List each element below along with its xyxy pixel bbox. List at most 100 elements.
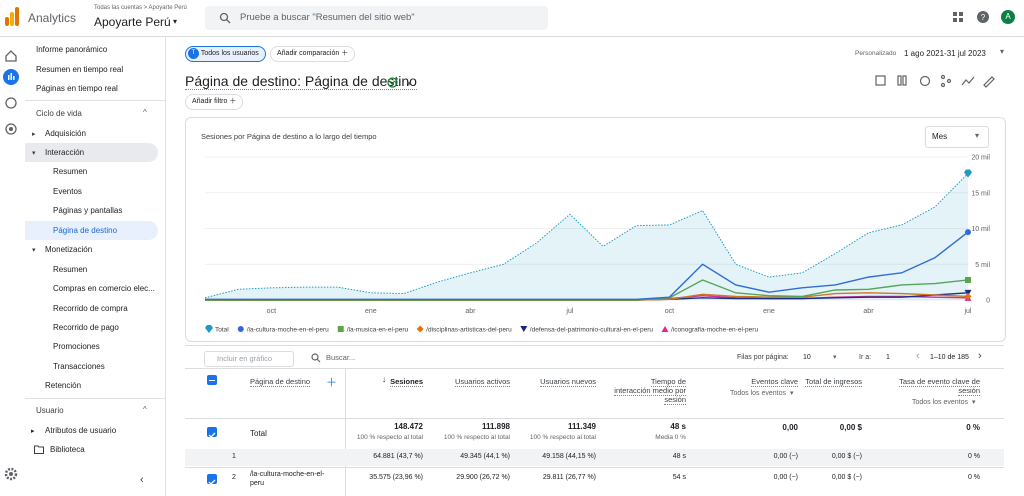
include-in-chart[interactable]: Incluir en gráfico [204,351,294,367]
property-name[interactable]: Apoyarte Perú [94,15,171,29]
row-index: 1 [232,453,236,460]
nav-section[interactable]: Ciclo de vida [36,109,82,118]
column-filter[interactable]: Todos los eventos [729,390,786,397]
collapse-icon[interactable]: ^ [143,108,147,117]
row-value: 0,00 (−) [773,453,798,460]
goto-input[interactable]: 1 [886,354,890,361]
logo [5,7,19,26]
home-icon[interactable] [5,50,17,62]
total-checkbox[interactable] [207,427,217,438]
series-line [205,279,969,301]
column-filter[interactable]: Todos los eventos [911,399,968,406]
nav-item[interactable]: Resumen [53,167,88,176]
column-header[interactable]: Sesiones [363,377,423,387]
marker [237,326,244,332]
nav-item[interactable]: Recorrido de compra [53,304,128,313]
nav-item[interactable]: Transacciones [53,362,105,371]
report-actions[interactable] [874,74,996,88]
legend-label: /disciplinas-artisticas-del-peru [426,327,512,334]
y-tick-label: 15 mil [971,190,990,197]
granularity-select[interactable] [925,126,989,148]
table-search[interactable]: Buscar... [326,353,356,362]
y-tick-label: 0 [986,298,990,305]
total-note: 100 % respecto al total [443,434,510,441]
nav-active-group [25,143,158,162]
date-range[interactable]: 1 ago 2021-31 jul 2023 [904,49,986,58]
nav-item[interactable]: Atributos de usuario [45,426,117,435]
settings-icon[interactable] [4,467,18,481]
prev-page[interactable]: ‹ [916,350,920,362]
nav-item[interactable]: Interacción [45,148,85,157]
nav-item[interactable]: Biblioteca [50,445,85,454]
column-header-label: Eventos clave [751,377,798,387]
add-filter[interactable]: Añadir filtro ＋ [185,94,244,110]
column-header[interactable]: Usuarios activos [450,377,510,387]
nav-item[interactable]: Resumen [53,265,88,274]
nav-item[interactable]: Páginas y pantallas [53,206,123,215]
report-title: Página de destino: Página de destino [185,73,417,90]
nav-item[interactable]: Página de destino [53,226,118,235]
help-icon[interactable]: ? [977,11,989,23]
rows-caret[interactable]: ▾ [833,354,837,361]
row-value: 48 s [672,453,686,460]
nav-item[interactable]: Compras en comercio elec... [53,284,155,293]
nav-item[interactable]: Páginas en tiempo real [36,84,118,93]
add-comparison[interactable]: Añadir comparación ＋ [270,46,356,62]
nav-item[interactable]: Informe panorámico [36,45,108,54]
search-box[interactable] [205,6,548,30]
sort-arrow[interactable]: ↓ [382,375,386,384]
column-header[interactable]: Página de destino [250,377,311,387]
segment-chip[interactable]: T Todos los usuarios [185,46,266,62]
segment-badge: T [188,47,199,59]
column-header[interactable]: Usuarios nuevos [536,377,596,387]
row-value: 49.158 (44,15 %) [542,453,596,460]
property-caret[interactable]: ▾ [173,17,178,26]
row-value: 0,00 (−) [773,474,798,481]
y-tick-label: 5 mil [975,262,990,269]
collapse-icon[interactable]: ^ [143,405,147,414]
row-value: 29.811 (26,77 %) [542,474,596,481]
advertising-icon[interactable] [5,123,17,135]
row-page[interactable]: /la-cultura-moche-en-el-peru [250,471,325,487]
x-tick-label: abr [863,308,874,315]
column-header[interactable]: Eventos clave [738,377,798,387]
breadcrumb[interactable]: Todas las cuentas > Apoyarte Perú [94,5,187,11]
column-header[interactable]: Total de ingresos [802,377,862,387]
nav-item[interactable]: Promociones [53,342,100,351]
nav-item[interactable]: Monetización [45,245,93,254]
column-header[interactable]: Tiempo de interacción medio por sesión [614,377,686,405]
x-tick-label: abr [465,308,476,315]
next-page[interactable]: › [978,350,982,362]
nav-item[interactable]: Adquisición [45,129,86,138]
marker [661,326,669,332]
total-value: 111.898 [481,422,510,431]
select-all-checkbox[interactable] [207,375,217,385]
nav-item[interactable]: Eventos [53,187,82,196]
total-note: 100 % respecto al total [356,434,423,441]
date-caret[interactable]: ▾ [1000,47,1005,56]
nav-item[interactable]: Retención [45,381,82,390]
add-comparison-label: Añadir comparación [277,50,340,57]
report-status[interactable]: ▾ [387,77,417,89]
nav-item[interactable]: Recorrido de pago [53,323,119,332]
chart-card [185,117,1006,342]
add-filter-label: Añadir filtro [192,98,228,105]
rows-per-page[interactable]: 10 [803,354,811,361]
explore-icon[interactable] [5,97,17,109]
avatar[interactable]: A [1001,10,1015,24]
add-dimension[interactable]: ＋ [326,377,337,389]
search-placeholder[interactable]: Pruebe a buscar "Resumen del sitio web" [240,12,415,23]
collapse-nav[interactable]: ‹ [140,474,144,486]
nav-item[interactable]: Resumen en tiempo real [36,65,124,74]
apps-icon[interactable] [953,12,963,22]
total-value: 111.349 [567,422,596,431]
nav-section[interactable]: Usuario [36,406,64,415]
column-header[interactable]: Tasa de evento clave de sesión [890,377,980,396]
date-preset[interactable]: Personalizado [855,50,897,57]
marker [964,289,972,296]
filter-caret[interactable]: ▾ [790,390,794,397]
nav-selected [25,221,158,240]
row-checkbox[interactable] [207,474,217,485]
filter-caret[interactable]: ▾ [972,399,976,406]
marker [965,229,971,236]
